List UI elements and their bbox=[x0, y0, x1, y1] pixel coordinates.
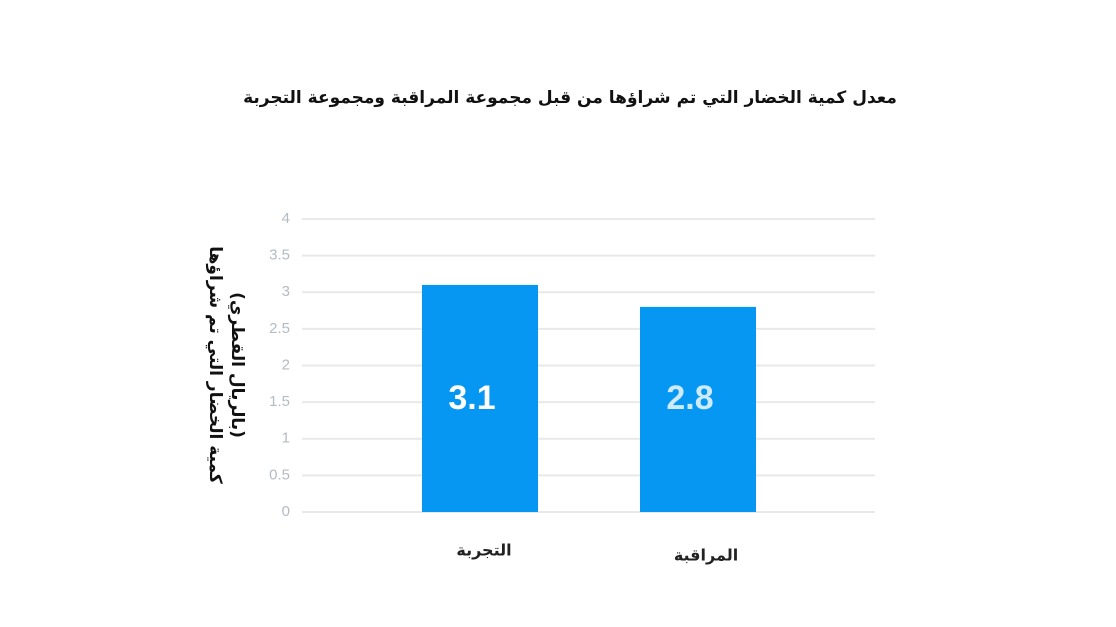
y-tick-label: 3 bbox=[282, 283, 290, 300]
x-tick-label: المراقبة bbox=[674, 546, 738, 565]
value-label: 2.8 bbox=[666, 379, 713, 417]
y-tick-label: 0.5 bbox=[269, 466, 290, 483]
bar bbox=[422, 284, 538, 512]
bar bbox=[640, 306, 756, 512]
x-tick-label: التجربة bbox=[456, 541, 511, 560]
y-tick-label: 3.5 bbox=[269, 247, 290, 264]
chart-title: معدل كمية الخضار التي تم شراؤها من قبل م… bbox=[243, 88, 897, 108]
y-label-line: كمية الخضار التي تم شراؤها bbox=[205, 246, 225, 484]
y-tick-label: 1.5 bbox=[269, 393, 290, 410]
y-tick-label: 1 bbox=[282, 430, 290, 447]
y-axis-label: كمية الخضار التي تم شراؤها (بالريال القط… bbox=[205, 246, 247, 484]
y-tick-label: 2 bbox=[282, 356, 290, 373]
y-tick-label: 2.5 bbox=[269, 320, 290, 337]
value-label: 3.1 bbox=[448, 379, 495, 417]
y-tick-label: 0 bbox=[282, 503, 290, 520]
y-tick-label: 4 bbox=[282, 210, 290, 227]
y-label-line: (بالريال القطري) bbox=[227, 292, 247, 438]
